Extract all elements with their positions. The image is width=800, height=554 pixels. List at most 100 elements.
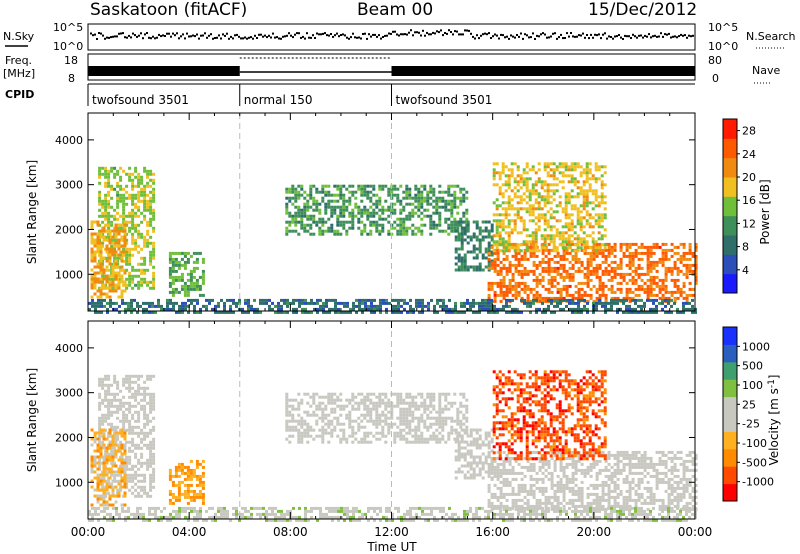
velocity-echo-cell xyxy=(104,392,108,396)
power-echo-cell xyxy=(519,195,523,199)
velocity-echo-cell xyxy=(408,395,412,399)
velocity-echo-cell xyxy=(336,419,340,423)
power-echo-cell xyxy=(525,201,529,205)
power-echo-cell xyxy=(134,205,138,209)
power-echo-cell xyxy=(450,205,454,209)
power-echo-cell xyxy=(556,298,559,302)
power-echo-cell xyxy=(646,251,650,255)
power-echo-cell xyxy=(143,262,147,266)
velocity-echo-cell xyxy=(303,422,307,426)
power-echo-cell xyxy=(402,205,406,209)
power-echo-cell xyxy=(531,237,535,241)
power-echo-cell xyxy=(405,214,409,218)
power-echo-cell xyxy=(571,278,575,282)
power-echo-cell xyxy=(604,296,608,300)
velocity-echo-cell xyxy=(288,419,292,423)
power-echo-cell xyxy=(525,210,529,214)
power-echo-cell xyxy=(685,257,689,261)
power-echo-cell xyxy=(637,293,641,297)
velocity-echo-cell xyxy=(195,483,199,487)
power-echo-cell xyxy=(427,307,430,311)
power-echo-cell xyxy=(601,269,605,273)
power-echo-cell xyxy=(351,190,355,194)
velocity-echo-cell xyxy=(111,446,115,450)
power-echo-cell xyxy=(327,202,331,206)
power-echo-cell xyxy=(537,216,541,220)
velocity-echo-cell xyxy=(378,401,382,405)
power-echo-cell xyxy=(607,272,611,276)
sky-noise-point xyxy=(454,30,456,33)
power-echo-cell xyxy=(247,307,250,311)
power-echo-cell xyxy=(451,307,454,311)
power-echo-cell xyxy=(658,245,662,249)
power-colorbar-tick-label: 8 xyxy=(742,241,749,254)
power-echo-cell xyxy=(271,307,274,311)
power-echo-cell xyxy=(550,301,553,305)
power-echo-cell xyxy=(232,310,235,314)
velocity-echo-cell xyxy=(420,434,424,438)
power-echo-cell xyxy=(562,307,565,311)
power-echo-cell xyxy=(199,307,202,311)
sky-noise-point xyxy=(126,36,128,39)
power-echo-cell xyxy=(498,171,502,175)
power-echo-cell xyxy=(193,307,196,311)
power-echo-cell xyxy=(688,263,692,267)
power-echo-cell xyxy=(115,307,118,311)
power-echo-region xyxy=(168,251,205,297)
velocity-echo-cell xyxy=(414,407,418,411)
velocity-echo-cell xyxy=(120,458,124,462)
power-echo-cell xyxy=(460,229,464,233)
power-echo-cell xyxy=(106,310,109,314)
velocity-echo-cell xyxy=(120,479,124,483)
power-echo-cell xyxy=(429,187,433,191)
velocity-echo-cell xyxy=(417,422,421,426)
power-echo-cell xyxy=(303,229,307,233)
power-echo-cell xyxy=(586,269,590,273)
power-echo-cell xyxy=(646,290,650,294)
power-echo-cell xyxy=(516,249,520,253)
power-echo-cell xyxy=(640,298,643,302)
power-echo-cell xyxy=(343,310,346,314)
velocity-echo-cell xyxy=(303,431,307,435)
power-echo-cell xyxy=(576,195,580,199)
power-echo-cell xyxy=(526,299,530,303)
power-echo-cell xyxy=(640,307,643,311)
velocity-echo-cell xyxy=(168,468,172,472)
power-echo-cell xyxy=(549,168,553,172)
power-echo-cell xyxy=(534,189,538,193)
power-echo-cell xyxy=(525,246,529,250)
power-echo-cell xyxy=(498,240,502,244)
velocity-echo-cell xyxy=(189,495,193,499)
power-echo-cell xyxy=(667,248,671,252)
velocity-echo-cell xyxy=(387,428,391,432)
power-echo-cell xyxy=(327,199,331,203)
velocity-echo-cell xyxy=(348,413,352,417)
sky-noise-point xyxy=(566,32,568,35)
sky-noise-point xyxy=(528,36,530,39)
power-echo-cell xyxy=(595,254,599,258)
power-echo-cell xyxy=(555,168,559,172)
power-echo-cell xyxy=(321,232,325,236)
power-echo-cell xyxy=(622,242,626,246)
power-echo-cell xyxy=(104,211,108,215)
power-echo-cell xyxy=(514,266,518,270)
power-echo-cell xyxy=(519,243,523,247)
power-echo-cell xyxy=(102,235,106,239)
power-echo-cell xyxy=(523,290,527,294)
power-echo-cell xyxy=(348,211,352,215)
power-echo-cell xyxy=(146,244,150,248)
power-echo-cell xyxy=(131,268,135,272)
velocity-echo-cell xyxy=(387,401,391,405)
sky-noise-point xyxy=(318,33,320,36)
power-echo-cell xyxy=(186,257,190,261)
power-echo-cell xyxy=(490,250,494,254)
power-echo-cell xyxy=(514,293,518,297)
power-echo-cell xyxy=(552,246,556,250)
power-echo-cell xyxy=(420,190,424,194)
power-echo-cell xyxy=(379,304,382,308)
power-echo-cell xyxy=(517,269,521,273)
power-echo-cell xyxy=(145,307,148,311)
power-echo-cell xyxy=(168,257,172,261)
sky-noise-point xyxy=(632,33,634,36)
power-echo-cell xyxy=(589,254,593,258)
